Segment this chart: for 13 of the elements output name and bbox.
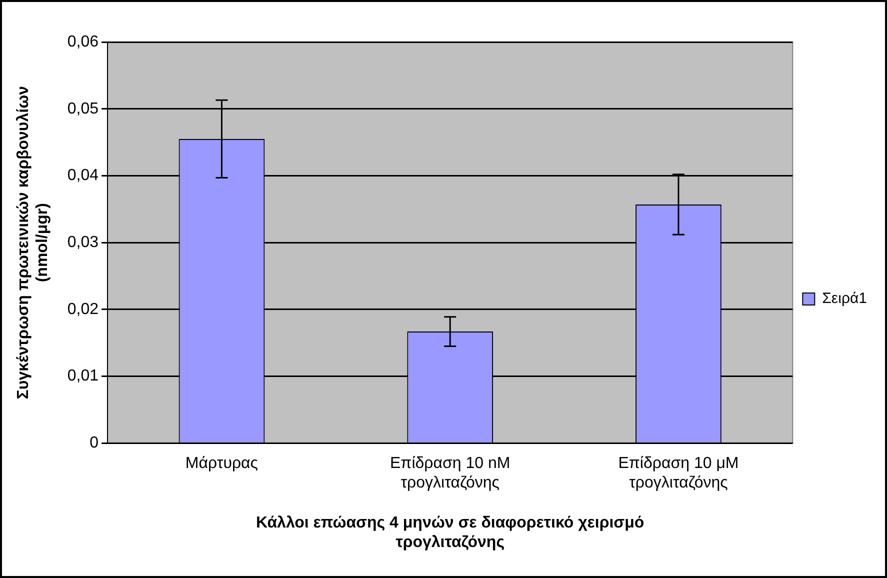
y-axis-title: Συγκέντρωση πρωτεινικών καρβονυλίων (nmol/μgr)	[15, 86, 52, 400]
x-axis-title: Κάλλοι επώασης 4 μηνών σε διαφορετικό χειρισμό τρογλιταζόνης	[256, 514, 644, 551]
legend-label: Σειρά1	[822, 290, 868, 308]
y-tick-label: 0,05	[67, 100, 99, 118]
y-tick-label: 0	[90, 434, 99, 452]
x-tick-label: Επίδραση 10 μM τρογλιταζόνης	[618, 455, 739, 492]
y-tick-label: 0,06	[67, 33, 99, 50]
y-tick-label: 0,02	[67, 300, 99, 318]
y-tick-label: 0,04	[67, 167, 99, 184]
x-tick-label: Μάρτυρας	[185, 455, 258, 472]
y-tick-label: 0,01	[67, 368, 99, 385]
x-tick-label: Επίδραση 10 nM τρογλιταζόνης	[390, 455, 510, 492]
y-tick-label: 0,03	[67, 234, 99, 252]
